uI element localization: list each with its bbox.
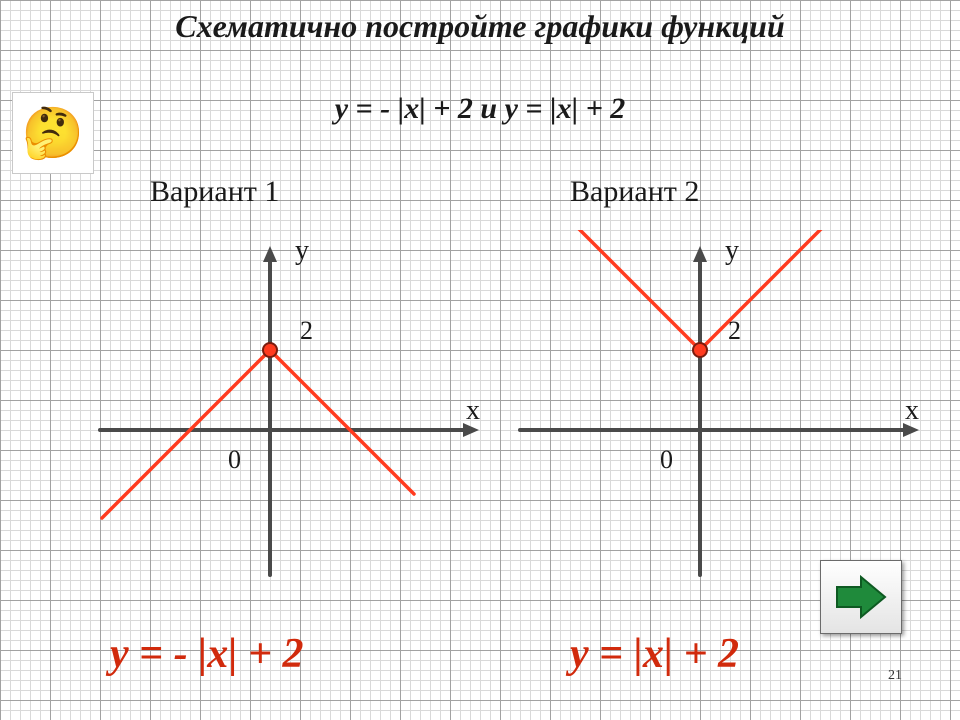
page-number: 21 <box>888 668 902 684</box>
plot-left-two: 2 <box>300 316 313 346</box>
plot-left <box>70 230 490 590</box>
plot-right-two: 2 <box>728 316 741 346</box>
plot-right-x-label: х <box>905 395 919 427</box>
plot-left-y-label: у <box>295 235 309 267</box>
content-layer: Схематично постройте графики функций у =… <box>0 0 960 720</box>
variant1-label: Вариант 1 <box>150 175 279 209</box>
plot-left-zero: 0 <box>228 445 241 475</box>
plot-right-y-label: у <box>725 235 739 267</box>
next-slide-button[interactable] <box>820 560 902 634</box>
plot-right-zero: 0 <box>660 445 673 475</box>
next-arrow-icon <box>833 575 889 619</box>
title-line1: Схематично постройте графики функций <box>0 8 960 45</box>
thinking-emoji-icon: 🤔 <box>12 92 94 174</box>
plot-left-x-label: х <box>466 395 480 427</box>
equation-left: у = - |х| + 2 <box>110 630 304 678</box>
title-line2: у = - |х| + 2 и у = |х| + 2 <box>0 92 960 126</box>
plot-right <box>500 230 940 590</box>
emoji-glyph: 🤔 <box>22 108 84 158</box>
variant2-label: Вариант 2 <box>570 175 699 209</box>
slide-page: Схематично постройте графики функций у =… <box>0 0 960 720</box>
equation-right: у = |х| + 2 <box>570 630 739 678</box>
